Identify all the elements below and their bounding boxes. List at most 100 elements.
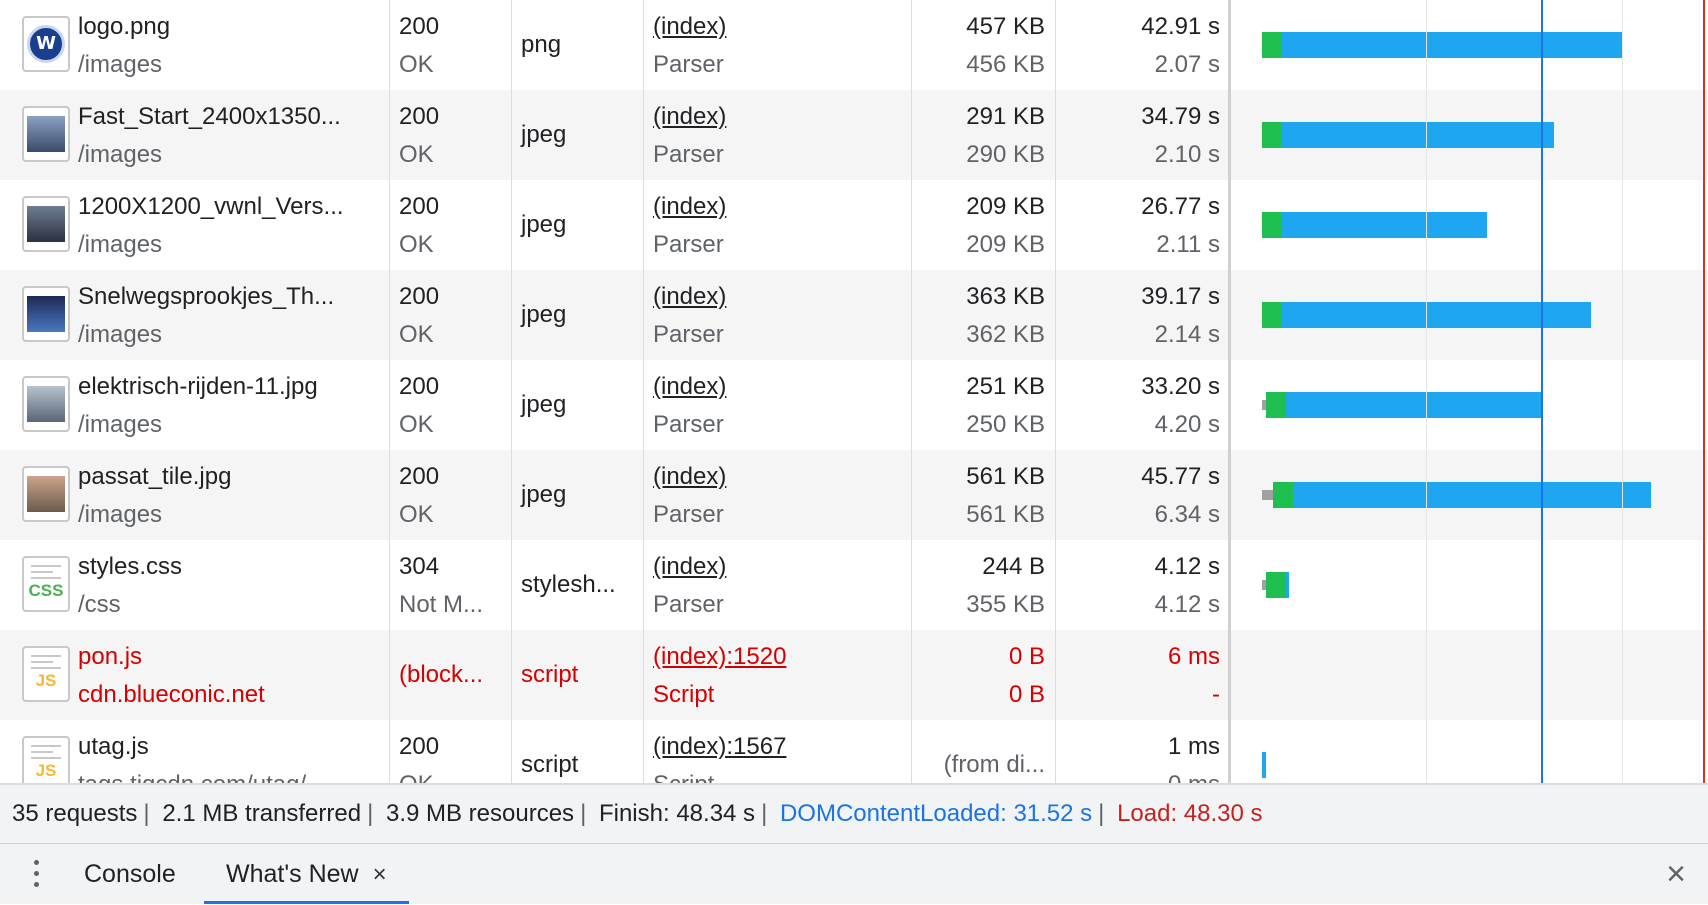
transfer-size: 251 KB [966,373,1045,400]
transfer-size: 457 KB [966,13,1045,40]
column-divider[interactable] [911,0,912,783]
initiator-link-text[interactable]: (index) [653,103,727,130]
latency-time: 2.14 s [1154,321,1220,348]
status-cell: 200 OK [389,90,511,180]
transfer-size: 561 KB [966,463,1045,490]
initiator-type: Parser [653,231,724,258]
initiator-link[interactable]: (index) [643,188,911,226]
vw-logo-icon: W [22,16,70,72]
initiator-cell: (index) Parser [643,270,911,360]
table-row[interactable]: JS pon.js cdn.blueconic.net (block... script… [0,630,1708,720]
request-name: 1200X1200_vwnl_Vers... [78,193,344,220]
table-row[interactable]: 1200X1200_vwnl_Vers... /images 200 OK jpeg (i… [0,180,1708,270]
name-cell[interactable]: CSS styles.css/css [0,540,389,630]
waterfall-bar [1262,752,1266,778]
name-cell[interactable]: 1200X1200_vwnl_Vers... /images [0,180,389,270]
total-time: 1 ms [1167,733,1220,760]
initiator-link[interactable]: (index):1567 [643,728,911,766]
initiator-link-text[interactable]: (index) [653,13,727,40]
resource-type: jpeg [521,301,567,328]
close-drawer-icon[interactable]: × [1666,855,1686,893]
request-path: tags.tiqcdn.com/utag/... [78,766,389,783]
image-thumbnail-icon [22,376,70,432]
waterfall-waiting-bar [1262,32,1281,58]
name-cell[interactable]: JS pon.js cdn.blueconic.net [0,630,389,720]
type-cell: jpeg [511,180,643,270]
initiator-link[interactable]: (index) [643,548,911,586]
initiator-link[interactable]: (index) [643,8,911,46]
name-cell[interactable]: Fast_Start_2400x1350... /images [0,90,389,180]
type-cell: jpeg [511,360,643,450]
tab-whats-new[interactable]: What's New × [204,844,409,904]
initiator-type: Parser [653,51,724,78]
initiator-link-text[interactable]: (index) [653,193,727,220]
column-divider[interactable] [1055,0,1056,783]
table-row[interactable]: elektrisch-rijden-11.jpg/images 200 OK jpeg… [0,360,1708,450]
size-cell: 291 KB 290 KB [911,90,1055,180]
initiator-link[interactable]: (index):1520 [643,638,911,676]
type-cell: jpeg [511,270,643,360]
column-divider[interactable] [643,0,644,783]
initiator-link-text[interactable]: (index):1520 [653,643,787,670]
close-tab-icon[interactable]: × [372,861,387,888]
waterfall-cell [1230,450,1708,540]
initiator-link-text[interactable]: (index):1567 [653,733,787,760]
initiator-link-text[interactable]: (index) [653,463,727,490]
table-row[interactable]: CSS styles.css/css 304 Not M... stylesh... (i… [0,540,1708,630]
js-file-icon: JS [22,646,70,702]
initiator-link-text[interactable]: (index) [653,283,727,310]
table-row[interactable]: Fast_Start_2400x1350... /images 200 OK jpeg (… [0,90,1708,180]
request-path: /images [78,141,163,168]
waterfall-waiting-bar [1262,302,1282,328]
request-name: Snelwegsprookjes_Th... [78,283,335,310]
waterfall-download-bar [1280,122,1555,148]
resource-type: script [521,661,579,688]
more-options-icon[interactable] [32,860,40,890]
tab-console[interactable]: Console [84,844,176,904]
type-cell: stylesh... [511,540,643,630]
type-cell: script [511,720,643,783]
time-cell: 4.12 s 4.12 s [1055,540,1230,630]
name-cell[interactable]: elektrisch-rijden-11.jpg/images [0,360,389,450]
status-code: 200 [399,193,440,220]
resource-size: 456 KB [966,51,1045,78]
initiator-link-text[interactable]: (index) [653,553,727,580]
table-row[interactable]: Snelwegsprookjes_Th... /images 200 OK jpeg (i… [0,270,1708,360]
resource-size: 355 KB [966,591,1045,618]
summary-resources: 3.9 MB resources [385,800,575,827]
resource-type: stylesh... [521,571,616,598]
initiator-cell: (index) Parser [643,90,911,180]
size-cell: (from di... [911,720,1055,783]
initiator-cell: (index):1520 Script [643,630,911,720]
request-name: logo.png [78,13,171,40]
initiator-link[interactable]: (index) [643,98,911,136]
waterfall-divider[interactable] [1228,0,1231,783]
total-time: 39.17 s [1141,283,1220,310]
waterfall-download-bar [1281,302,1592,328]
column-divider[interactable] [511,0,512,783]
column-divider[interactable] [389,0,390,783]
waterfall-waiting-bar [1266,572,1287,598]
request-name: passat_tile.jpg [78,463,232,490]
name-cell[interactable]: Snelwegsprookjes_Th... /images [0,270,389,360]
name-cell[interactable]: JS utag.js tags.tiqcdn.com/utag/... [0,720,389,783]
table-row[interactable]: JS utag.js tags.tiqcdn.com/utag/... 200 OK sc… [0,720,1708,783]
initiator-cell: (index) Parser [643,180,911,270]
initiator-link-text[interactable]: (index) [653,373,727,400]
initiator-link[interactable]: (index) [643,458,911,496]
waterfall-waiting-bar [1262,212,1281,238]
name-cell[interactable]: passat_tile.jpg/images [0,450,389,540]
transfer-size: 244 B [982,553,1045,580]
summary-finish: Finish: 48.34 s [598,800,756,827]
table-row[interactable]: passat_tile.jpg/images 200 OK jpeg (index) Pa… [0,450,1708,540]
initiator-cell: (index) Parser [643,360,911,450]
initiator-type: Parser [653,501,724,528]
status-code: 200 [399,13,440,40]
initiator-link[interactable]: (index) [643,368,911,406]
status-cell: 200 OK [389,0,511,90]
initiator-link[interactable]: (index) [643,278,911,316]
image-thumbnail-icon [22,196,70,252]
